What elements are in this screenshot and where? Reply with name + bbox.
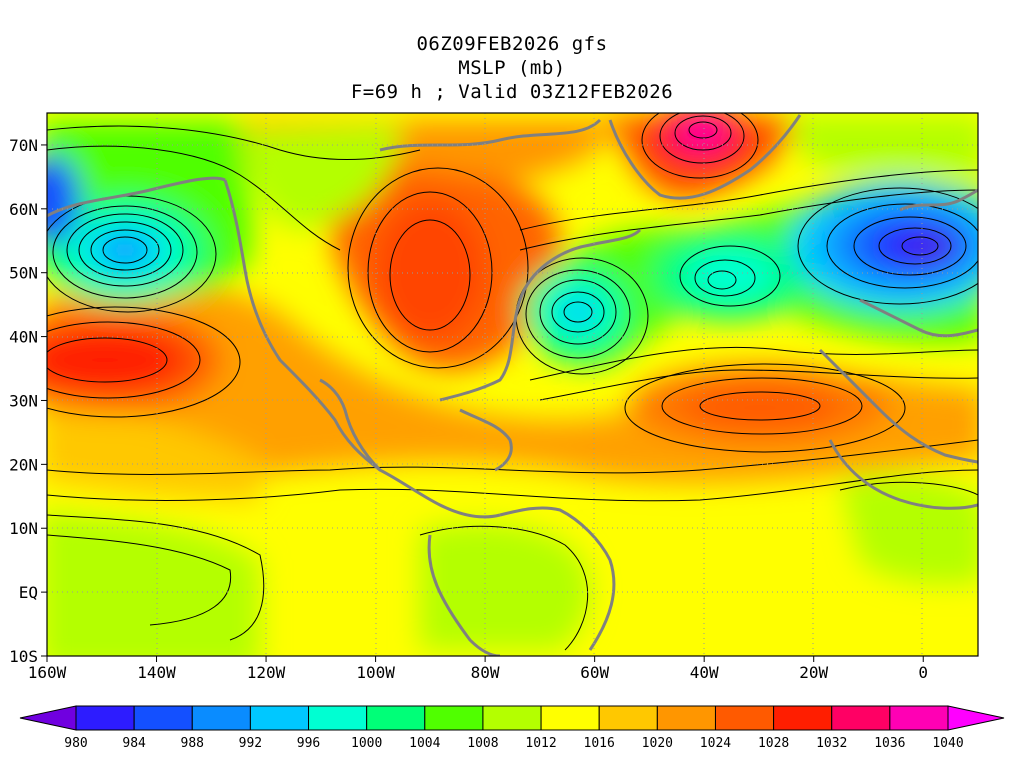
colorbar-label: 984 [122, 736, 146, 751]
colorbar-swatch [598, 705, 658, 731]
colorbar-label: 992 [239, 736, 262, 751]
colorbar-swatch [540, 705, 600, 731]
colorbar-label: 1036 [874, 736, 905, 751]
colorbar-swatch [75, 705, 135, 731]
colorbar-swatch [714, 705, 775, 731]
colorbar-label: 980 [64, 736, 87, 751]
colorbar-swatch [249, 705, 310, 731]
longitude-axis: 160W 140W 120W 100W 80W 60W 40W 20W 0 [28, 656, 928, 682]
colorbar-swatch [889, 705, 949, 731]
lon-tick-label: 140W [137, 663, 176, 682]
isobar-contours [47, 113, 978, 651]
colorbar-swatch [773, 705, 833, 731]
lon-tick-label: 80W [471, 663, 500, 682]
colorbar-swatch [366, 705, 426, 731]
colorbar-swatch [656, 705, 716, 731]
title-line-2: MSLP (mb) [458, 57, 566, 79]
colorbar-label: 1004 [409, 736, 440, 751]
title-line-3: F=69 h ; Valid 03Z12FEB2026 [350, 81, 674, 103]
title-line-1: 06Z09FEB2026 gfs [416, 33, 608, 55]
lon-tick-label: 0 [918, 663, 928, 682]
latitude-axis: 70N 60N 50N 40N 30N 20N 10N EQ 10S [9, 136, 47, 666]
colorbar-max-arrow [947, 705, 1005, 731]
lon-tick-label: 120W [247, 663, 286, 682]
lon-tick-label: 20W [799, 663, 828, 682]
colorbar-label: 1028 [758, 736, 789, 751]
colorbar-label: 1024 [700, 736, 731, 751]
colorbar-label: 1040 [932, 736, 963, 751]
colorbar-label: 1012 [525, 736, 556, 751]
pressure-field [47, 113, 978, 656]
lat-tick-label: EQ [19, 583, 38, 602]
map-frame [46, 112, 979, 657]
lat-tick-label: 40N [9, 328, 38, 347]
lat-tick-label: 30N [9, 391, 38, 410]
lat-tick-label: 50N [9, 264, 38, 283]
coastlines [47, 114, 978, 656]
colorbar-label: 1020 [642, 736, 673, 751]
colorbar-label: 988 [181, 736, 204, 751]
lat-tick-label: 70N [9, 136, 38, 155]
graticule [47, 113, 978, 656]
colorbar-label: 1016 [584, 736, 615, 751]
colorbar-min-arrow [19, 705, 77, 731]
colorbar-swatch [191, 705, 251, 731]
colorbar-swatch [133, 705, 193, 731]
lon-tick-label: 40W [690, 663, 719, 682]
lat-tick-label: 60N [9, 200, 38, 219]
lat-tick-label: 20N [9, 455, 38, 474]
colorbar-swatch [831, 705, 891, 731]
colorbar: 980 984 988 992 996 1000 1004 1008 1012 1016 1020 1… [19, 705, 1005, 751]
lat-tick-label: 10N [9, 519, 38, 538]
lon-tick-label: 100W [356, 663, 395, 682]
colorbar-swatch [424, 705, 484, 731]
colorbar-swatch [308, 705, 368, 731]
colorbar-label: 1032 [816, 736, 847, 751]
lat-tick-label: 10S [9, 647, 38, 666]
lon-tick-label: 60W [580, 663, 609, 682]
colorbar-label: 996 [297, 736, 320, 751]
lon-tick-label: 160W [28, 663, 67, 682]
colorbar-label: 1008 [467, 736, 498, 751]
colorbar-swatch [482, 705, 542, 731]
colorbar-label: 1000 [351, 736, 382, 751]
